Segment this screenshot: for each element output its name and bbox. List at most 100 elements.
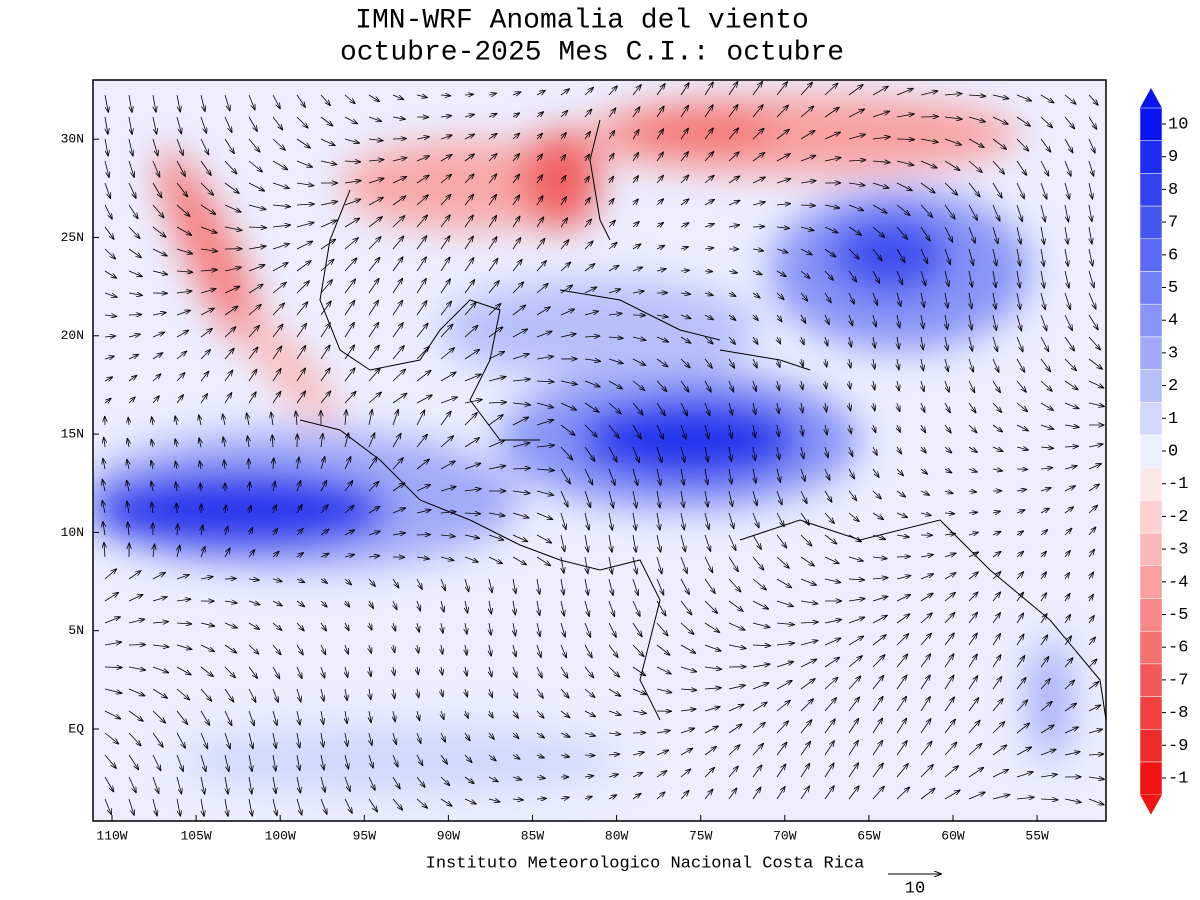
- lat-tick-label: 25N: [61, 230, 84, 245]
- wind-arrow: [824, 490, 832, 503]
- wind-arrow: [392, 483, 405, 492]
- wind-arrow: [128, 270, 143, 277]
- wind-arrow: [920, 116, 939, 117]
- wind-arrow: [201, 525, 203, 536]
- colorbar-label: -6: [1168, 639, 1188, 658]
- wind-arrow: [416, 257, 426, 272]
- wind-arrow: [632, 732, 646, 733]
- wind-arrow: [753, 336, 758, 345]
- wind-arrow: [128, 182, 136, 199]
- wind-arrow: [440, 578, 446, 591]
- wind-arrow: [872, 86, 889, 96]
- wind-arrow: [344, 238, 359, 250]
- wind-arrow: [992, 511, 1001, 513]
- wind-arrow: [296, 94, 306, 108]
- colorbar-box: [1139, 271, 1163, 305]
- colorbar-box: [1139, 467, 1163, 501]
- wind-arrow: [175, 438, 177, 448]
- wind-arrow: [368, 578, 376, 587]
- wind-arrow: [872, 512, 884, 520]
- wind-arrow: [297, 480, 301, 492]
- wind-arrow: [825, 402, 827, 412]
- wind-arrow: [800, 82, 813, 96]
- wind-arrow: [776, 468, 781, 483]
- wind-arrow: [728, 578, 741, 592]
- wind-arrow: [992, 571, 1001, 580]
- wind-arrow: [105, 116, 108, 135]
- wind-arrow: [920, 160, 937, 168]
- wind-arrow: [416, 175, 429, 184]
- wind-arrow: [705, 490, 708, 508]
- wind-arrow: [272, 579, 282, 582]
- wind-arrow: [1040, 487, 1051, 491]
- wind-arrow: [176, 291, 192, 293]
- wind-arrow: [248, 549, 255, 558]
- wind-arrow: [392, 278, 403, 294]
- wind-arrow: [800, 292, 808, 301]
- wind-arrow: [1088, 248, 1093, 266]
- wind-arrow: [488, 133, 497, 140]
- wind-arrow: [1064, 336, 1075, 351]
- wind-arrow: [1040, 402, 1054, 411]
- wind-arrow: [464, 578, 469, 592]
- wind-arrow: [1064, 248, 1068, 267]
- wind-arrow: [200, 308, 215, 316]
- wind-arrow: [320, 239, 336, 250]
- wind-arrow: [512, 259, 522, 272]
- wind-arrow: [848, 134, 866, 140]
- wind-arrow: [897, 380, 899, 391]
- wind-arrow: [632, 534, 636, 553]
- wind-arrow: [776, 227, 790, 228]
- wind-arrow: [801, 380, 803, 390]
- wind-arrow: [536, 356, 554, 359]
- wind-arrow: [824, 248, 836, 257]
- wind-arrow: [680, 424, 686, 440]
- wind-arrow: [151, 439, 153, 448]
- wind-arrow: [223, 436, 225, 448]
- wind-arrow: [776, 490, 782, 505]
- wind-arrow: [896, 182, 913, 191]
- lat-tick-label: EQ: [68, 721, 84, 736]
- wind-arrow: [1040, 314, 1047, 331]
- wind-arrow: [344, 456, 351, 470]
- wind-arrow: [464, 236, 474, 250]
- wind-arrow: [632, 267, 643, 271]
- wind-arrow: [152, 226, 166, 237]
- wind-arrow: [968, 572, 979, 580]
- wind-arrow: [224, 267, 242, 272]
- wind-arrow: [848, 292, 855, 305]
- wind-arrow: [249, 527, 253, 536]
- wind-arrow: [320, 368, 330, 382]
- wind-arrow: [128, 314, 142, 315]
- wind-arrow: [969, 314, 972, 331]
- wind-arrow: [224, 306, 238, 316]
- wind-arrow: [728, 534, 736, 551]
- wind-arrow: [128, 293, 143, 296]
- wind-arrow: [464, 438, 480, 448]
- wind-arrow: [152, 94, 156, 113]
- wind-arrow: [560, 380, 578, 385]
- wind-arrow: [992, 226, 998, 244]
- wind-arrow: [536, 111, 544, 117]
- wind-arrow: [872, 248, 882, 261]
- wind-arrow: [968, 116, 986, 122]
- wind-arrow: [320, 529, 329, 536]
- wind-arrow: [992, 248, 997, 266]
- wind-arrow: [416, 395, 433, 404]
- wind-arrow: [680, 128, 689, 140]
- wind-arrow: [1064, 138, 1073, 153]
- wind-arrow: [1016, 358, 1025, 373]
- wind-arrow: [248, 116, 258, 132]
- wind-arrow: [273, 504, 277, 514]
- wind-arrow: [560, 490, 568, 507]
- wind-arrow: [152, 312, 167, 315]
- wind-arrow: [704, 223, 715, 227]
- wind-arrow: [656, 83, 665, 96]
- wind-arrow: [296, 345, 306, 360]
- wind-arrow: [440, 486, 456, 492]
- wind-arrow: [440, 535, 456, 536]
- wind-arrow: [920, 182, 935, 193]
- wind-arrow: [440, 461, 456, 470]
- wind-arrow: [704, 534, 711, 552]
- wind-arrow: [1089, 572, 1094, 580]
